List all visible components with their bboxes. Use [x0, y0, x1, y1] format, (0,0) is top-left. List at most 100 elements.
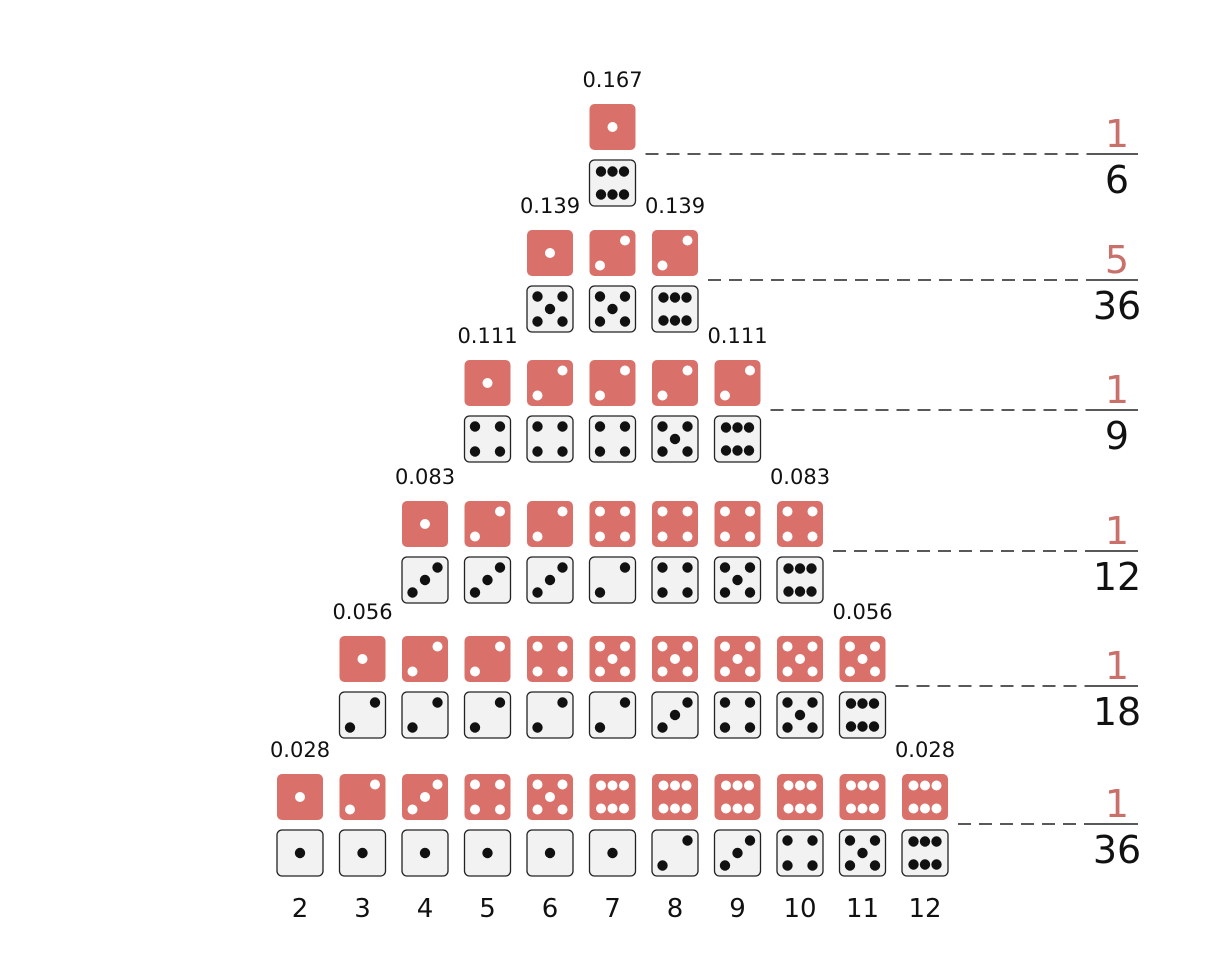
die-pip	[807, 666, 818, 677]
die-pip	[594, 446, 606, 457]
die-pip	[745, 365, 755, 376]
red-die-six	[777, 774, 823, 820]
fraction-numerator: 1	[1105, 509, 1129, 553]
red-die-four	[714, 501, 761, 547]
red-die-two	[464, 636, 511, 682]
probability-label-right: 0.083	[770, 465, 830, 489]
die-pip	[743, 422, 755, 433]
die-pip	[670, 780, 680, 791]
die-pip	[732, 574, 743, 586]
die-pip	[470, 779, 480, 790]
dice-pair	[401, 636, 449, 739]
die-pip	[495, 804, 505, 815]
die-pip	[595, 641, 605, 652]
die-pip	[657, 390, 668, 401]
dice-pair	[588, 501, 637, 604]
red-die-two	[527, 360, 573, 406]
die-pip	[682, 235, 693, 246]
die-pip	[495, 641, 505, 652]
red-die-two	[527, 501, 573, 547]
die-pip	[595, 666, 605, 677]
white-die-five	[588, 285, 637, 333]
dice-pair	[838, 636, 887, 739]
die-pip	[670, 654, 680, 664]
white-die-two	[463, 691, 512, 739]
red-die-one	[339, 636, 386, 682]
die-pip	[544, 847, 556, 859]
white-die-four	[526, 415, 574, 463]
die-pip	[532, 666, 543, 677]
die-pip	[783, 586, 794, 597]
die-pip	[869, 780, 879, 791]
red-die-one	[527, 230, 573, 276]
die-pip	[744, 803, 754, 814]
die-pip	[595, 166, 607, 177]
die-pip	[345, 804, 355, 815]
red-die-six	[714, 774, 761, 820]
dice-pair	[526, 636, 574, 739]
die-pip	[596, 803, 606, 814]
white-die-two	[401, 691, 449, 739]
die-pip	[857, 803, 868, 814]
die-pip	[719, 860, 731, 871]
die-face	[589, 501, 636, 547]
die-pip	[532, 722, 543, 733]
red-die-two	[652, 230, 698, 276]
die-pip	[682, 506, 693, 517]
die-pip	[657, 641, 668, 652]
die-pip	[357, 654, 368, 664]
die-pip	[407, 666, 418, 677]
die-pip	[745, 506, 755, 517]
die-pip	[407, 804, 418, 815]
die-pip	[782, 531, 793, 542]
dice-pair	[713, 360, 762, 463]
fraction-5: 118	[1093, 644, 1141, 734]
die-pip	[658, 315, 669, 326]
die-pip	[669, 433, 681, 445]
fraction-3: 19	[1097, 368, 1138, 458]
dice-row-2: 0.139 0.139	[520, 194, 1097, 333]
die-pip	[857, 698, 868, 709]
die-pip	[682, 446, 693, 457]
dice-pair	[838, 774, 887, 877]
die-pip	[931, 836, 942, 847]
die-pip	[920, 780, 930, 791]
die-pip	[470, 804, 480, 815]
die-pip	[794, 563, 806, 574]
probability-label-right: 0.056	[832, 600, 892, 624]
die-pip	[783, 803, 794, 814]
die-pip	[657, 260, 668, 271]
die-pip	[495, 779, 505, 790]
die-pip	[595, 390, 605, 401]
die-pip	[720, 666, 730, 677]
die-pip	[719, 722, 731, 733]
die-pip	[607, 780, 618, 791]
die-pip	[620, 531, 630, 542]
dice-pair	[588, 360, 637, 463]
die-pip	[670, 803, 680, 814]
die-pip	[682, 365, 693, 376]
white-die-two	[588, 691, 637, 739]
sum-label-9: 9	[729, 894, 746, 924]
red-die-four	[589, 501, 636, 547]
die-face	[652, 360, 698, 406]
die-pip	[545, 792, 555, 802]
red-die-five	[839, 636, 886, 682]
fraction-denominator: 36	[1093, 828, 1141, 872]
die-pip	[744, 562, 756, 573]
red-die-two	[339, 774, 386, 820]
die-pip	[607, 166, 618, 177]
die-pip	[807, 506, 818, 517]
die-pip	[744, 587, 756, 598]
die-face	[652, 230, 698, 276]
die-pip	[494, 446, 506, 457]
fraction-4: 112	[1093, 509, 1141, 599]
white-die-two	[338, 691, 387, 739]
die-pip	[469, 587, 481, 598]
die-face	[464, 774, 511, 820]
white-die-four	[588, 415, 637, 463]
die-pip	[432, 779, 443, 790]
die-pip	[844, 835, 856, 846]
die-pip	[920, 803, 930, 814]
die-face	[464, 636, 511, 682]
